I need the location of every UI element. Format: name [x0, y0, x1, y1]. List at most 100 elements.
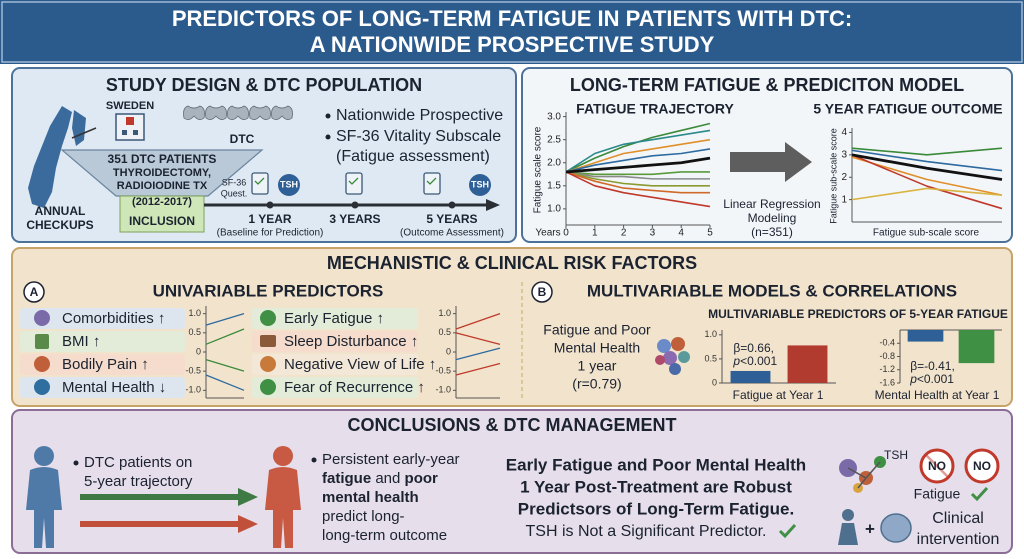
series-line: [565, 156, 711, 174]
predictor: Fear of Recurrence ↑: [284, 379, 425, 396]
chart-subtitle: MULTIVARIABLE PREDICTORS OF 5-YEAR FATIG…: [708, 307, 1008, 321]
series-line: [205, 374, 245, 391]
thyroid-icons: [183, 105, 293, 120]
y-tick-label: 4: [841, 127, 847, 138]
conclusion-text: Persistent early-year: [322, 451, 460, 468]
x-axis-label: Mental Health at Year 1: [875, 388, 1000, 402]
sweden-map: [28, 106, 86, 208]
series-line: [455, 332, 501, 345]
series-line: [565, 171, 710, 180]
x-tick-label: 1: [592, 228, 598, 239]
y-tick-label: 1.5: [547, 180, 561, 191]
annual-label: ANNUAL: [35, 204, 86, 218]
panel: [11, 409, 1013, 554]
person-icon: [26, 446, 62, 548]
funnel-text: THYROIDECTOMY,: [113, 167, 211, 179]
y-tick-label: 0.5: [438, 327, 451, 337]
series-line: [851, 187, 1003, 201]
key-finding: Early Fatigue and Poor Mental Health: [506, 455, 806, 474]
timeline-label: 3 YEARS: [329, 212, 380, 226]
y-tick-label: -0.8: [879, 351, 895, 361]
intervention-label: Clinical: [932, 510, 984, 527]
predictor: Bodily Pain ↑: [62, 356, 149, 373]
series-line: [205, 359, 245, 372]
title: PREDICTORS OF LONG-TERM FATIGUE IN PATIE…: [172, 6, 852, 31]
funnel: [60, 149, 264, 197]
series-line: [851, 149, 1003, 172]
predictor-boxes: [20, 308, 418, 398]
series-line: [565, 171, 710, 176]
bar: [730, 370, 771, 383]
y-tick-label: 1.0: [547, 203, 561, 214]
series-line: [565, 129, 711, 173]
series-line: [851, 154, 1003, 210]
conclusion-text: predict long-: [322, 508, 405, 525]
cluster-icon: [655, 337, 690, 375]
timeline-label: 5 YEARS: [426, 212, 477, 226]
key-finding: Predictsors of Long-Term Fatigue.: [518, 499, 794, 518]
person-icon: [265, 446, 301, 548]
bullet: [311, 457, 317, 463]
tsh-badge: [469, 174, 491, 196]
beta-label: β=0.66,: [733, 341, 774, 355]
predictor: Early Fatigue ↑: [284, 310, 384, 327]
x-tick-label: 2: [621, 228, 627, 239]
letter-badge: [23, 281, 45, 303]
bullet: [325, 134, 331, 140]
chart-title: 5 YEAR FATIGUE OUTCOME: [813, 101, 1002, 117]
y-tick-label: 0.5: [188, 327, 201, 337]
p-label: p<0.001: [909, 372, 954, 386]
correlation-text: Fatigue and Poor: [543, 322, 651, 338]
x-axis-label: Fatigue at Year 1: [733, 388, 824, 402]
y-tick-label: 3: [841, 149, 847, 160]
bar: [787, 345, 828, 383]
correlation-text: 1 year: [578, 358, 617, 374]
bar: [907, 330, 944, 342]
no-label: NO: [973, 459, 991, 473]
beta-label: β=-0.41,: [910, 359, 955, 373]
tsh-label: TSH: [471, 179, 489, 189]
funnel-text: 351 DTC PATIENTS: [108, 152, 217, 166]
chart-title: FATIGUE TRAJECTORY: [576, 101, 734, 117]
y-tick-label: 2.0: [547, 157, 561, 168]
tsh-badge: [278, 174, 300, 196]
hospital-icon: [115, 113, 145, 141]
series-line: [565, 148, 711, 173]
series-line: [565, 171, 711, 208]
series-line: [455, 362, 501, 376]
conclusion-text: and: [375, 470, 400, 487]
predictor: Negative View of Life ↑: [284, 356, 436, 373]
conclusion-text: long-term outcome: [322, 527, 447, 544]
y-tick-label: -1.2: [879, 364, 895, 374]
predictor-icons: [34, 310, 276, 395]
x-tick-label: 5: [707, 228, 713, 239]
y-tick-label: 2: [841, 172, 847, 183]
conclusion-text: fatigue and poor: [322, 470, 438, 487]
fatigue-label: Fatigue: [914, 486, 961, 502]
emphasis: poor: [405, 470, 438, 487]
letter-badge: [531, 281, 553, 303]
note-text: 5-year trajectory: [84, 473, 193, 490]
timeline-sub: (Outcome Assessment): [400, 228, 504, 239]
series-line: [565, 171, 710, 187]
x-axis-label: Years: [535, 228, 560, 239]
emphasis: fatigue: [322, 470, 371, 487]
y-tick-label: 0: [712, 377, 717, 387]
series-line: [851, 147, 1003, 156]
predictor: Sleep Disturbance ↑: [284, 333, 418, 350]
bullet: [73, 460, 79, 466]
bar: [958, 330, 995, 364]
x-tick-label: 0: [563, 228, 569, 239]
emphasis: mental health: [322, 489, 419, 506]
y-tick-label: -1.0: [435, 385, 451, 395]
panel-title: LONG-TERM FATIGUE & PREDICITON MODEL: [570, 75, 964, 95]
label: DTC: [230, 132, 255, 146]
y-tick-label: -1.6: [879, 377, 895, 387]
bullet-text: Nationwide Prospective: [336, 107, 503, 124]
timeline-dot: [351, 201, 359, 209]
p-symbol: p: [732, 354, 740, 368]
bullet-text: (Fatigue assessment): [336, 148, 490, 165]
title: A NATIONWIDE PROSPECTIVE STUDY: [310, 32, 715, 57]
regression-text: Linear Regression: [723, 197, 820, 211]
x-tick-label: 4: [678, 228, 684, 239]
